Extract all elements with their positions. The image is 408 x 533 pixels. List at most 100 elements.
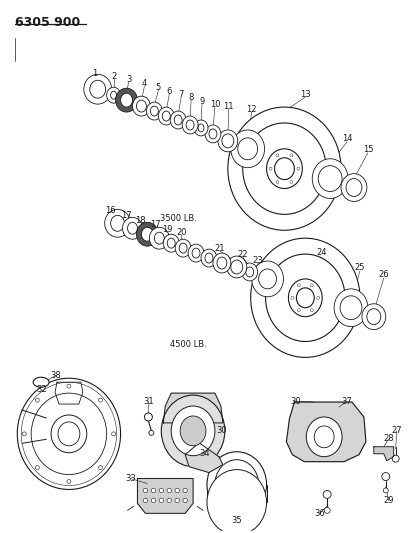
- Text: 29: 29: [384, 496, 394, 505]
- Text: 32: 32: [36, 385, 47, 394]
- Ellipse shape: [198, 124, 204, 132]
- Polygon shape: [137, 479, 193, 513]
- Ellipse shape: [84, 74, 112, 104]
- Ellipse shape: [217, 257, 227, 269]
- Text: 28: 28: [384, 434, 394, 443]
- Ellipse shape: [318, 166, 342, 191]
- Circle shape: [310, 284, 313, 287]
- Ellipse shape: [341, 174, 367, 201]
- Ellipse shape: [334, 289, 368, 327]
- Circle shape: [22, 432, 26, 436]
- Ellipse shape: [31, 393, 106, 474]
- Ellipse shape: [306, 417, 342, 457]
- Ellipse shape: [122, 217, 142, 239]
- Text: 35: 35: [231, 516, 242, 525]
- Ellipse shape: [207, 470, 266, 533]
- Text: 11: 11: [224, 102, 234, 111]
- Text: 27: 27: [391, 426, 402, 435]
- Text: 17: 17: [150, 220, 161, 229]
- Text: 22: 22: [237, 249, 248, 259]
- Circle shape: [99, 466, 102, 470]
- Ellipse shape: [296, 288, 314, 308]
- Circle shape: [143, 488, 148, 492]
- Ellipse shape: [238, 138, 257, 160]
- Ellipse shape: [121, 93, 133, 107]
- Ellipse shape: [174, 115, 182, 125]
- Ellipse shape: [161, 395, 225, 466]
- Ellipse shape: [201, 249, 217, 267]
- Text: 31: 31: [143, 397, 154, 406]
- Circle shape: [392, 455, 399, 462]
- Text: 36: 36: [314, 509, 325, 518]
- Polygon shape: [55, 382, 83, 404]
- Circle shape: [144, 413, 152, 421]
- Ellipse shape: [170, 111, 186, 129]
- Ellipse shape: [367, 309, 381, 325]
- Text: 34: 34: [200, 449, 210, 458]
- Ellipse shape: [142, 227, 153, 241]
- Text: 25: 25: [355, 263, 365, 272]
- Ellipse shape: [346, 179, 362, 197]
- Text: 26: 26: [379, 270, 389, 279]
- Text: 37: 37: [341, 397, 353, 406]
- Polygon shape: [286, 402, 366, 462]
- Text: 7: 7: [178, 90, 184, 99]
- Polygon shape: [185, 443, 223, 473]
- Circle shape: [290, 181, 293, 183]
- Text: 13: 13: [300, 90, 310, 99]
- Text: 6: 6: [166, 87, 172, 96]
- Text: 33: 33: [125, 474, 136, 483]
- Ellipse shape: [205, 253, 213, 263]
- Text: 3500 LB.: 3500 LB.: [160, 214, 197, 223]
- Circle shape: [167, 488, 171, 492]
- Ellipse shape: [314, 426, 334, 448]
- Polygon shape: [163, 393, 223, 423]
- Ellipse shape: [340, 296, 362, 320]
- Circle shape: [269, 167, 272, 170]
- Ellipse shape: [133, 96, 151, 116]
- Circle shape: [99, 398, 102, 402]
- Text: 14: 14: [342, 134, 352, 143]
- Ellipse shape: [136, 222, 158, 246]
- Ellipse shape: [231, 260, 243, 274]
- Circle shape: [143, 498, 148, 503]
- Ellipse shape: [188, 244, 204, 262]
- Circle shape: [67, 480, 71, 483]
- Text: 21: 21: [215, 244, 225, 253]
- Ellipse shape: [275, 158, 295, 180]
- Polygon shape: [374, 447, 394, 461]
- Ellipse shape: [266, 149, 302, 189]
- Ellipse shape: [266, 254, 345, 342]
- Ellipse shape: [186, 120, 194, 130]
- Text: 20: 20: [176, 228, 186, 237]
- Circle shape: [183, 488, 187, 492]
- Ellipse shape: [228, 107, 341, 230]
- Circle shape: [35, 398, 39, 402]
- Ellipse shape: [222, 134, 234, 148]
- Circle shape: [159, 498, 164, 503]
- Text: 17: 17: [121, 211, 132, 220]
- Circle shape: [167, 498, 171, 503]
- Ellipse shape: [194, 120, 208, 136]
- Text: 12: 12: [246, 104, 257, 114]
- Ellipse shape: [180, 416, 206, 446]
- Circle shape: [149, 430, 154, 435]
- Ellipse shape: [246, 267, 254, 277]
- Ellipse shape: [128, 222, 137, 234]
- Text: 4500 LB.: 4500 LB.: [170, 340, 207, 349]
- Ellipse shape: [158, 107, 174, 125]
- Circle shape: [175, 498, 180, 503]
- Ellipse shape: [136, 100, 146, 112]
- Ellipse shape: [179, 243, 187, 253]
- Ellipse shape: [151, 106, 158, 116]
- Circle shape: [151, 488, 155, 492]
- Ellipse shape: [162, 111, 170, 121]
- Text: 16: 16: [105, 206, 116, 215]
- Ellipse shape: [288, 279, 322, 317]
- Circle shape: [151, 498, 155, 503]
- Text: 38: 38: [51, 371, 61, 379]
- Ellipse shape: [33, 377, 49, 387]
- Ellipse shape: [218, 130, 238, 152]
- Text: 4: 4: [142, 79, 147, 88]
- Ellipse shape: [252, 261, 284, 297]
